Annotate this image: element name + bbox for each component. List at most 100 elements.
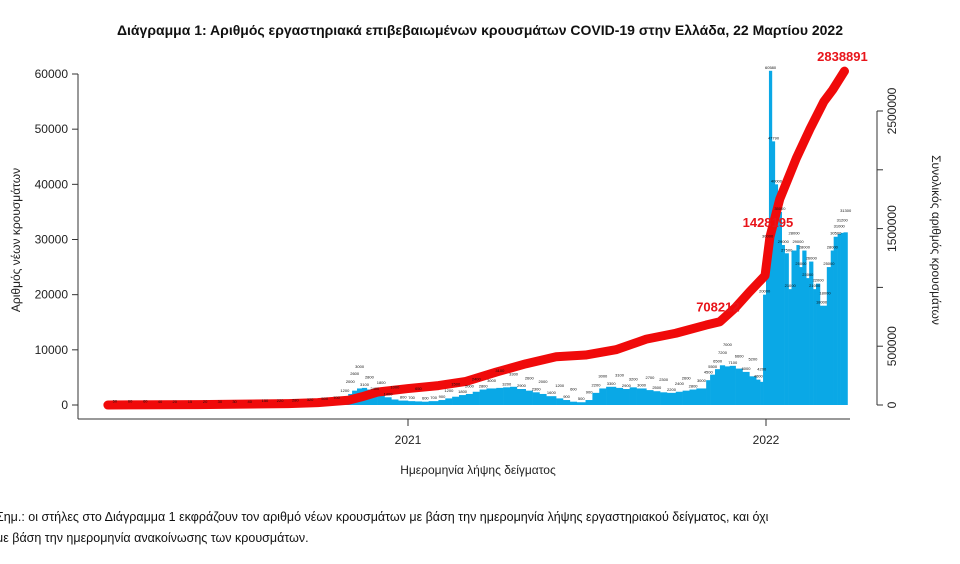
- bar-data-label: 40: [158, 399, 163, 404]
- bar-data-label: 2400: [675, 381, 685, 386]
- bar-data-label: 3200: [629, 377, 639, 382]
- bar-data-label: 600: [570, 386, 577, 391]
- bar: [496, 387, 504, 405]
- bar-data-label: 60: [143, 399, 148, 404]
- bar-data-label: 1000: [390, 384, 400, 389]
- bar-data-label: 25000: [823, 261, 835, 266]
- bar-data-label: 1200: [444, 388, 454, 393]
- bar: [714, 369, 721, 405]
- cumulative-annotation: 708212: [696, 300, 739, 315]
- y-left-tick-label: 30000: [35, 233, 69, 247]
- bar: [636, 388, 647, 405]
- bar-data-label: 30000: [762, 234, 774, 239]
- bar: [391, 399, 399, 405]
- bar-data-label: 3100: [495, 368, 505, 373]
- bar-data-label: 2700: [645, 375, 655, 380]
- y-right-tick-label: 0: [885, 401, 899, 408]
- bar: [735, 368, 743, 405]
- bar-data-label: 2600: [350, 371, 360, 376]
- bar: [766, 239, 770, 405]
- x-tick-label: 2022: [753, 433, 780, 447]
- bar-data-label: 2800: [365, 374, 375, 379]
- bar: [459, 395, 467, 405]
- bar: [408, 401, 416, 405]
- bar-data-label: 280: [292, 397, 299, 402]
- bar: [516, 389, 526, 405]
- bar: [576, 402, 586, 405]
- bar: [606, 386, 617, 405]
- bar-data-label: 31300: [840, 208, 852, 213]
- bar: [465, 393, 474, 405]
- bar: [706, 380, 711, 405]
- bar: [781, 245, 785, 405]
- bar-data-label: 28000: [789, 231, 801, 236]
- bar: [833, 236, 838, 405]
- bar: [799, 267, 803, 405]
- bar-data-label: 2400: [472, 377, 482, 382]
- y-left-tick-label: 10000: [35, 343, 69, 357]
- y-axis-right-label: Συνολικός αριθμός κρουσμάτων: [929, 155, 943, 325]
- bar-data-label: 50: [113, 399, 118, 404]
- bar: [806, 278, 810, 405]
- y-right-tick-label: 500000: [885, 326, 899, 366]
- bar-data-label: 2500: [652, 385, 662, 390]
- bar: [784, 253, 789, 405]
- bar-data-label: 60: [128, 399, 133, 404]
- bar-data-label: 21000: [809, 283, 821, 288]
- bar: [819, 305, 824, 405]
- bar: [763, 294, 767, 405]
- bar-data-label: 500: [321, 396, 328, 401]
- x-axis-label: Ημερομηνία λήψης δείγματος: [400, 463, 556, 477]
- bar: [503, 387, 511, 405]
- bar-data-label: 3000: [637, 382, 647, 387]
- bar: [696, 388, 707, 405]
- bar: [599, 388, 607, 405]
- y-left-tick-label: 40000: [35, 177, 69, 191]
- bar: [539, 393, 547, 405]
- bar-data-label: 2200: [667, 387, 677, 392]
- y-left-tick-label: 60000: [35, 67, 69, 81]
- bar: [646, 390, 654, 405]
- bar-data-label: 2900: [517, 383, 527, 388]
- bar-data-label: 3300: [607, 381, 617, 386]
- bar: [472, 391, 480, 405]
- bar-data-label: 3300: [509, 372, 519, 377]
- y-left-tick-label: 0: [61, 398, 68, 412]
- axes: 0 10000 20000 30000 40000 50000 60000 0 500000 15…: [35, 67, 899, 447]
- bar-data-label: 1200: [340, 388, 350, 393]
- bar: [756, 379, 761, 405]
- bar-data-label: 2300: [659, 377, 669, 382]
- bar-data-label: 27500: [781, 247, 793, 252]
- bar: [622, 389, 630, 405]
- bar-data-label: 6600: [735, 353, 745, 358]
- bar-data-labels: 50 60 60 40 20 15 20 30 30 40 150 220 280 320 500 70012…: [113, 65, 852, 404]
- y-left-tick-label: 50000: [35, 122, 69, 136]
- bar: [796, 245, 800, 405]
- bar: [438, 400, 446, 405]
- bar-data-label: 2800: [479, 384, 489, 389]
- bar: [760, 381, 764, 405]
- bar-data-label: 900: [439, 394, 446, 399]
- new-cases-bars: [107, 70, 848, 406]
- bar: [830, 250, 834, 405]
- bar: [822, 305, 828, 405]
- bar-data-label: 900: [563, 394, 570, 399]
- bar-data-label: 60580: [765, 65, 777, 70]
- bar-data-label: 23000: [802, 272, 814, 277]
- bar: [802, 250, 807, 405]
- bar-data-label: 25000: [795, 261, 807, 266]
- bar-data-label: 3000: [355, 364, 365, 369]
- bar: [445, 398, 453, 405]
- bar-data-label: 3000: [598, 373, 608, 378]
- bar-data-label: 3100: [615, 373, 625, 378]
- bar-data-label: 3000: [487, 378, 497, 383]
- bar-data-label: 600: [422, 396, 429, 401]
- bar-data-label: 3100: [360, 382, 370, 387]
- bar: [682, 390, 690, 405]
- bar-data-label: 1800: [377, 380, 387, 385]
- bar: [525, 390, 533, 405]
- bar: [826, 267, 832, 405]
- bar: [592, 392, 600, 405]
- bar: [510, 386, 518, 405]
- bar: [546, 396, 557, 405]
